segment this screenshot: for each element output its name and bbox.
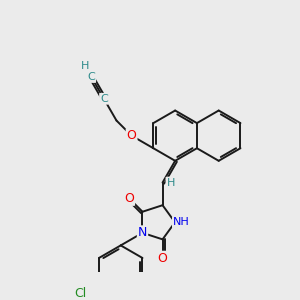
- Text: O: O: [124, 192, 134, 205]
- Text: O: O: [127, 129, 136, 142]
- Text: C: C: [100, 94, 108, 104]
- Text: Cl: Cl: [74, 287, 87, 300]
- Text: H: H: [81, 61, 89, 71]
- Text: O: O: [158, 252, 167, 265]
- Text: N: N: [138, 226, 147, 239]
- Text: C: C: [88, 72, 95, 82]
- Text: NH: NH: [173, 217, 190, 227]
- Text: H: H: [167, 178, 175, 188]
